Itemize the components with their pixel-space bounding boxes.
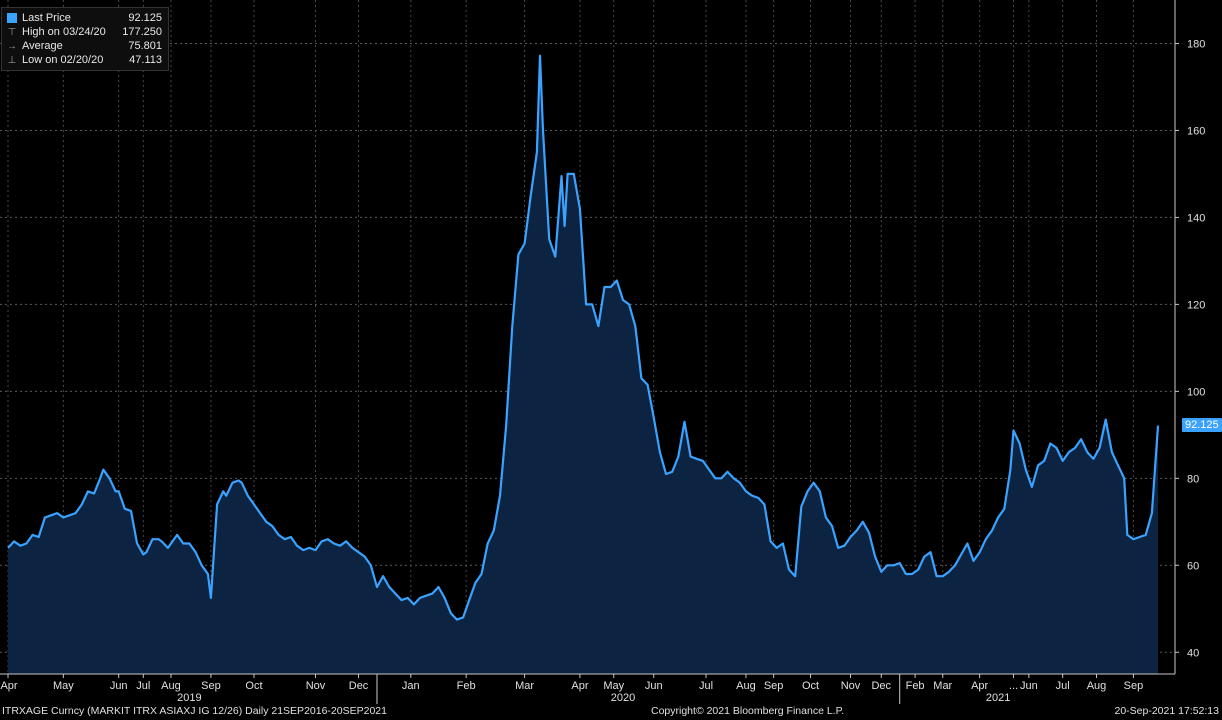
x-tick-label: Oct — [802, 680, 819, 692]
price-area-fill — [8, 55, 1158, 674]
x-tick-label: Dec — [871, 680, 891, 692]
y-axis-ticks: 40 60 80 100 120 140 160 180 — [1175, 38, 1205, 659]
legend-value: 47.113 — [129, 54, 162, 66]
y-tick-label: 180 — [1187, 38, 1205, 50]
y-tick-label: 140 — [1187, 212, 1205, 224]
legend-label: High on 03/24/20 — [22, 26, 106, 38]
x-tick-label: Aug — [736, 680, 756, 692]
x-tick-label: Mar — [515, 680, 534, 692]
x-tick-label: Apr — [971, 680, 988, 692]
legend-row-last: Last Price 92.125 — [6, 11, 162, 25]
year-label: 2021 — [986, 692, 1010, 704]
x-tick-label: Sep — [201, 680, 221, 692]
y-tick-label: 40 — [1187, 647, 1199, 659]
x-tick-label: Feb — [906, 680, 925, 692]
x-tick-label: Jun — [1020, 680, 1038, 692]
x-tick-label: Apr — [0, 680, 17, 692]
x-tick-label: Jun — [645, 680, 663, 692]
y-tick-label: 60 — [1187, 560, 1199, 572]
x-tick-label: Sep — [764, 680, 784, 692]
y-tick-label: 120 — [1187, 299, 1205, 311]
x-tick-label: Jun — [110, 680, 128, 692]
x-tick-label: Jul — [1056, 680, 1070, 692]
y-tick-label: 100 — [1187, 386, 1205, 398]
x-tick-label: Aug — [161, 680, 181, 692]
legend-label: Average — [22, 40, 63, 52]
x-tick-label: Nov — [841, 680, 861, 692]
x-tick-label: Mar — [933, 680, 952, 692]
x-tick-label: ... — [1009, 680, 1018, 692]
legend-row-low: ⊥ Low on 02/20/20 47.113 — [6, 53, 162, 67]
price-line — [7, 54, 1160, 621]
legend-row-high: ⊤ High on 03/24/20 177.250 — [6, 25, 162, 39]
legend: Last Price 92.125 ⊤ High on 03/24/20 177… — [1, 7, 169, 71]
legend-label: Low on 02/20/20 — [22, 54, 104, 66]
x-tick-label: Aug — [1087, 680, 1107, 692]
legend-value: 75.801 — [128, 40, 162, 52]
legend-value: 177.250 — [122, 26, 162, 38]
x-tick-label: Nov — [306, 680, 326, 692]
x-tick-label: Oct — [245, 680, 262, 692]
x-tick-label: Dec — [349, 680, 369, 692]
last-price-badge: 92.125 — [1182, 418, 1222, 432]
x-tick-label: May — [603, 680, 624, 692]
footer-timestamp: 20-Sep-2021 17:52:13 — [1114, 705, 1219, 717]
year-label: 2020 — [611, 692, 635, 704]
footer-copyright: Copyright© 2021 Bloomberg Finance L.P. — [651, 705, 845, 717]
high-marker-icon: ⊤ — [7, 27, 17, 38]
x-axis-ticks: Apr May Jun Jul Aug Sep Oct Nov Dec Jan Feb Mar Apr M… — [0, 674, 1143, 704]
x-tick-label: Jan — [402, 680, 420, 692]
legend-row-average: → Average 75.801 — [6, 39, 162, 53]
x-tick-label: Feb — [457, 680, 476, 692]
y-tick-label: 160 — [1187, 125, 1205, 137]
last-price-square-icon — [7, 13, 17, 23]
x-tick-label: Jul — [136, 680, 150, 692]
footer-security: ITRXAGE Curncy (MARKIT ITRX ASIAXJ IG 12… — [2, 705, 387, 717]
legend-value: 92.125 — [128, 12, 162, 24]
low-marker-icon: ⊥ — [7, 55, 17, 66]
x-tick-label: Sep — [1124, 680, 1144, 692]
legend-label: Last Price — [22, 12, 71, 24]
x-tick-label: Apr — [571, 680, 588, 692]
x-tick-label: Jul — [699, 680, 713, 692]
y-tick-label: 80 — [1187, 473, 1199, 485]
average-marker-icon: → — [7, 41, 17, 52]
x-tick-label: May — [53, 680, 74, 692]
year-label: 2019 — [177, 692, 201, 704]
